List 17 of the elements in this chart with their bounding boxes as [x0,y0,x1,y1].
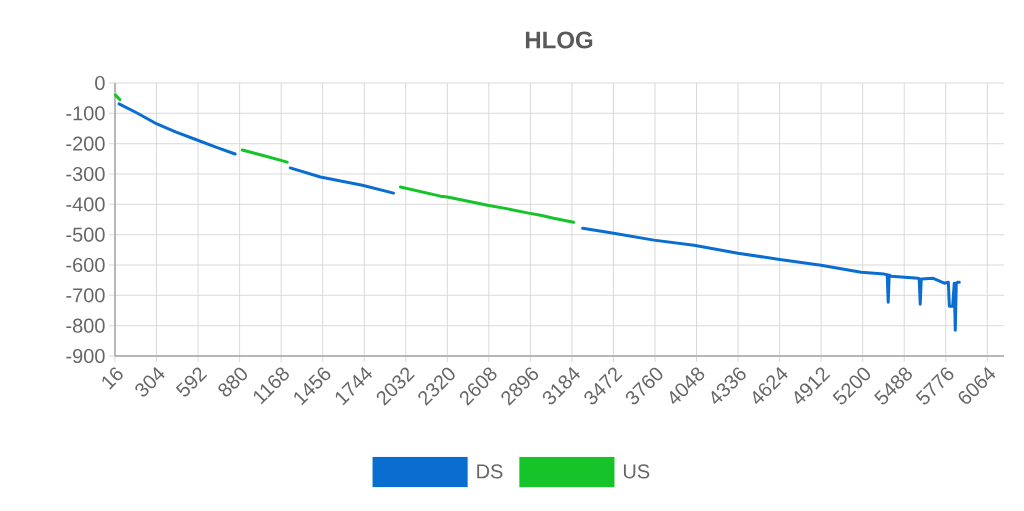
legend-label: US [623,464,650,479]
y-tick-label: -400 [66,197,105,212]
y-tick-label: 0 [95,75,105,91]
y-tick-label: -700 [66,288,105,303]
y-tick-label: -800 [66,318,105,333]
y-tick-label: -300 [66,166,105,182]
x-tick-label: 16 [102,367,123,390]
legend-label: DS [477,464,503,479]
y-tick-label: -600 [66,257,105,273]
y-tick-label: -200 [66,136,105,151]
y-tick-label: -500 [66,227,105,242]
x-tick-label: 880 [218,367,247,397]
x-tick-label: 304 [135,367,165,397]
chart-title: HLOG [525,31,593,49]
y-tick-label: -100 [66,106,105,121]
y-tick-label: -900 [66,348,105,364]
x-tick-label: 592 [175,367,208,397]
